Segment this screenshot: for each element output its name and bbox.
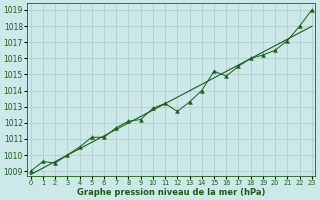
X-axis label: Graphe pression niveau de la mer (hPa): Graphe pression niveau de la mer (hPa) [77,188,266,197]
